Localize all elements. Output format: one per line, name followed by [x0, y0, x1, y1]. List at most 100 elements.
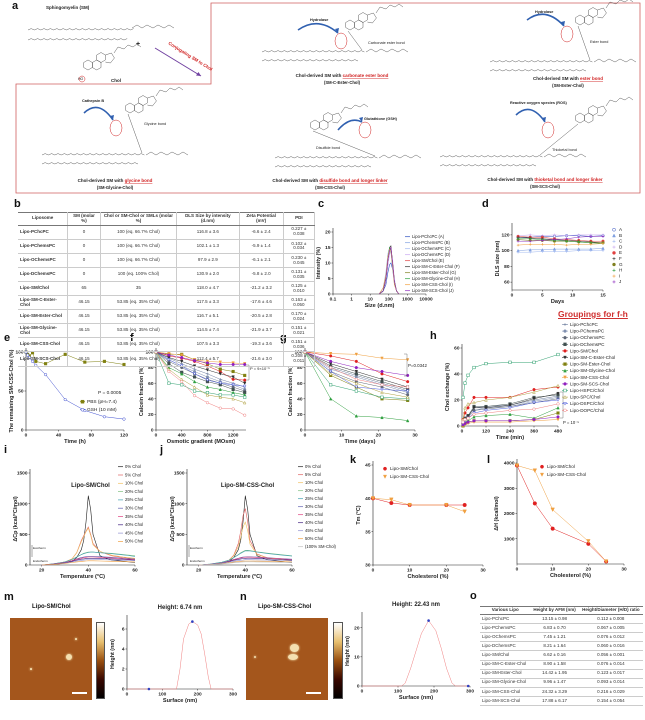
headgroup [593, 58, 637, 63]
legend-label: Lipo-SM-CSS-Chol [390, 474, 429, 479]
series-line [378, 248, 400, 295]
data-point [462, 509, 467, 515]
data-point [380, 383, 384, 387]
data-point [461, 420, 465, 424]
alkyl-chain [274, 156, 378, 159]
x-tick-label: 20 [586, 567, 592, 573]
data-point [205, 393, 210, 397]
x-tick-label: 1200 [228, 433, 239, 439]
y-tick-label: 500 [176, 532, 184, 538]
ring [332, 112, 342, 124]
p-value-annotation: P = 10⁻⁵ [563, 420, 579, 425]
legend-label: 30% Chol [125, 506, 143, 511]
table-row: Lipo-SM-Glycine-Chol 46.15 53.85 (eq. 35% … [18, 323, 316, 339]
enzyme-label: Cathepsin B [82, 99, 104, 103]
legend-label: Lipo-OChemsPC (C) [412, 246, 451, 251]
grouping-legend-item: Lipo-SM/Chol [562, 348, 598, 353]
data-point [472, 419, 476, 423]
y-tick-label: 20 [297, 412, 303, 418]
data-point [354, 352, 359, 357]
table-cell: -5.9 ± 1.4 [239, 239, 284, 255]
y-tick-label: 5 [328, 276, 331, 282]
chart-m: 0 100 200 300 0 2 4 6 Surface (nm) Height (nm) Hei… [110, 605, 237, 704]
table-cell: Lipo-SM-Glycine-Chol [480, 678, 531, 688]
caption-prefix: Chol-derived SM with [296, 73, 343, 78]
data-point [563, 382, 567, 386]
bond-highlight [109, 119, 123, 137]
panel-label-l: l [487, 454, 491, 466]
table-cell: 8.21 ± 1.64 [530, 641, 579, 652]
x-tick-label: 800 [203, 433, 211, 439]
y-tick-label: 0 [122, 687, 125, 693]
legend-label: Lipo-SM-Ester-Chol [570, 362, 610, 367]
x-tick-label: 30 [621, 567, 627, 573]
grouping-legend-item: Lipo-SM-Ester-Chol [562, 362, 610, 367]
chart-i: 20 40 60 0 500 1000 1500 Temperature (°C) ΔCp (k… [13, 464, 143, 580]
table-cell: 0.216 ± 0.029 [578, 687, 643, 698]
chart-d: 0 5 10 15 60 80 100 120 Days DLS size (nm) ABCDEFG… [495, 223, 623, 305]
series-line [198, 549, 293, 566]
caption-highlight: ester bond [580, 76, 603, 81]
x-tick-label: 1000 [402, 297, 413, 303]
data-point [463, 405, 467, 410]
legend-label: Lipo-PChemsPC (B) [412, 240, 451, 245]
afm-title-m: Lipo-SM/Chol [32, 604, 71, 610]
legend-label: J [619, 279, 621, 284]
conjugate-structure: Hydrolase Carbonate ester bond Chol-derive… [261, 3, 409, 85]
data-point [563, 349, 567, 353]
series-line [41, 551, 136, 566]
x-tick-label: 300 [229, 692, 237, 698]
data-point [556, 415, 560, 419]
data-point [192, 379, 197, 384]
data-point [514, 463, 520, 468]
data-point [380, 387, 384, 392]
table-cell: 0.102 ± 0.034 [283, 239, 316, 255]
data-point [193, 394, 197, 398]
enzyme-arrow-icon [337, 119, 363, 131]
x-tick-label: 20 [39, 568, 45, 574]
table-row: Lipo-SM-C-Ester-Chol 46.15 53.85 (eq. 35% … [18, 295, 316, 311]
y-axis-label: ΔH (kcal/mol) [494, 496, 500, 531]
legend-label: 45% Chol [125, 530, 143, 535]
x-tick-label: 360 [530, 429, 538, 435]
chart-h: 0 120 240 360 480 0 20 40 60 Time (min) Chol excha… [445, 344, 579, 441]
chart-title: Lipo-SM-CSS-Chol [221, 483, 275, 489]
data-point [601, 235, 605, 238]
y-tick-label: 0 [182, 563, 185, 569]
data-point [540, 464, 544, 469]
data-point [231, 369, 235, 374]
y-tick-label: 0 [300, 428, 303, 434]
table-cell: Lipo-SM-SCS-Chol [18, 351, 69, 367]
legend-label: GSH (10 mM) [87, 407, 117, 413]
data-point [405, 389, 410, 393]
data-point [122, 417, 126, 421]
data-point [612, 268, 616, 272]
data-point [466, 416, 470, 420]
y-tick-label: 15 [325, 245, 331, 251]
caption-prefix: Chol-derived SM with [533, 76, 580, 81]
legend-label: 45% Chol [305, 528, 323, 533]
alkyl-chain [41, 162, 139, 165]
series-line [41, 559, 136, 566]
chart-title: Height: 6.74 nm [158, 605, 203, 611]
endotherm-label: Endotherm [33, 559, 48, 563]
y-axis-label: Height (nm) [345, 636, 351, 666]
series-line [378, 249, 400, 295]
data-point [354, 414, 359, 418]
structure-name: (SM-SCS-Chol) [530, 184, 560, 189]
data-point [484, 411, 488, 415]
data-point [243, 378, 247, 382]
table-cell: Lipo-PChemsPC [480, 623, 531, 634]
table-cell: 130.9 ± 2.0 [176, 267, 240, 283]
legend-label: Lipo-PChemsPC [570, 329, 605, 334]
series-line [198, 559, 293, 566]
bond-label: Ester bond [590, 40, 608, 44]
ring [92, 59, 102, 71]
table-cell: Lipo-SM-SCS-Chol [480, 696, 531, 707]
series-line [362, 620, 470, 687]
legend-label: 25% Chol [125, 497, 143, 502]
caption-highlight: thioketal bond and longer linker [534, 177, 603, 182]
chart-c: 0.1 1 10 100 1000 10000 0 5 10 15 20 Size (d.nm) Int… [316, 228, 461, 309]
data-point [405, 358, 410, 362]
